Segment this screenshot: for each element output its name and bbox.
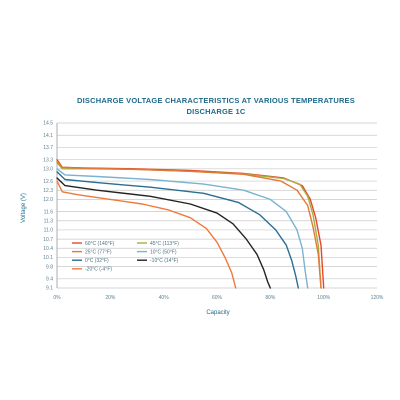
series-line (56, 168, 309, 289)
y-axis-label: Voltage (V) (21, 193, 27, 223)
x-tick-label: 80% (265, 295, 276, 301)
x-tick-label: 120% (371, 295, 384, 301)
x-axis-label: Capacity (206, 310, 229, 316)
y-tick-label: 11.3 (44, 218, 54, 224)
series-line (56, 161, 322, 289)
y-tick-label: 9.1 (46, 286, 53, 292)
y-tick-label: 13.0 (43, 167, 53, 173)
x-tick-label: 20% (105, 295, 116, 301)
y-tick-label: 9.4 (46, 277, 53, 283)
legend-item-label: 45°C (113°F) (150, 241, 179, 247)
legend-item-label: 60°C (140°F) (85, 241, 115, 247)
legend-item-label: -20°C (-4°F) (85, 267, 112, 273)
x-tick-label: 60% (212, 295, 223, 301)
y-tick-label: 13.3 (43, 157, 53, 163)
y-tick-label: 10.7 (43, 237, 53, 243)
y-tick-label: 10.1 (43, 255, 53, 261)
series-line (56, 177, 271, 289)
legend: 60°C (140°F) 45°C (113°F) 25°C (77°F) 10°C … (72, 241, 179, 273)
y-tick-label: 14.1 (43, 133, 53, 139)
legend-item-label: 10°C (50°F) (150, 249, 177, 255)
legend-item-label: -10°C (14°F) (150, 258, 179, 264)
chart-subtitle: DISCHARGE 1C (186, 107, 245, 116)
legend-item-label: 0°C (32°F) (85, 258, 109, 264)
y-tick-label: 11.0 (44, 228, 54, 234)
series-line (56, 171, 299, 289)
y-tick-label: 13.7 (43, 145, 53, 151)
x-tick-label: 40% (159, 295, 170, 301)
x-tick-label: 0% (53, 295, 61, 301)
grid-layer (57, 122, 377, 289)
x-tick-label: 100% (317, 295, 330, 301)
chart-title: DISCHARGE VOLTAGE CHARACTERISTICS AT VAR… (77, 96, 355, 105)
series-layer (56, 158, 325, 289)
y-tick-label: 12.6 (43, 179, 53, 185)
series-line (56, 180, 237, 289)
y-tick-label: 14.5 (43, 121, 53, 127)
y-tick-label: 11.6 (44, 209, 54, 215)
legend-item-label: 25°C (77°F) (85, 249, 112, 255)
y-tick-label: 10.4 (43, 246, 53, 252)
y-tick-label: 12.0 (43, 197, 53, 203)
y-tick-label: 9.8 (46, 264, 53, 270)
y-tick-label: 12.3 (43, 188, 53, 194)
series-line (56, 160, 322, 289)
axis-layer: 9.1 9.4 9.8 10.1 10.4 10.7 11.0 11.3 11.6 12.0 12.… (43, 121, 384, 301)
